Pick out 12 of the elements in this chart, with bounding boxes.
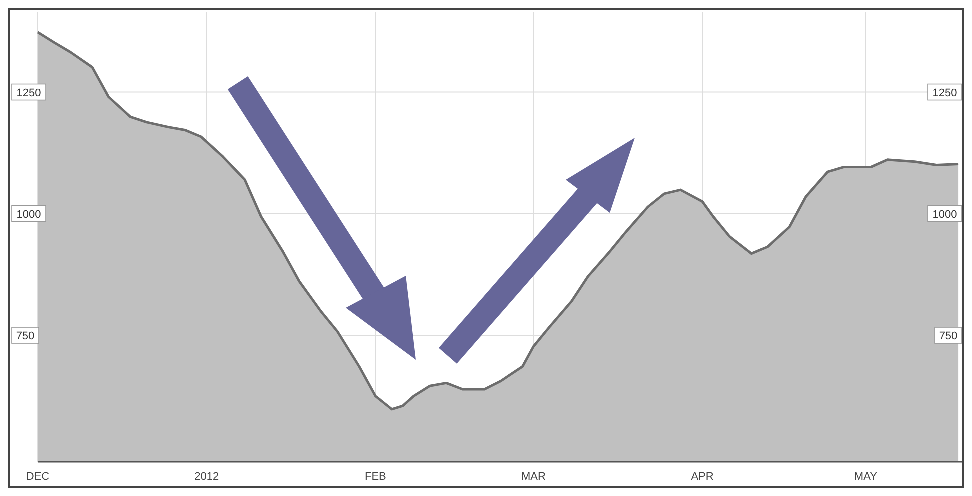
y-tick-label: 1000 — [16, 208, 42, 221]
x-tick-label: APR — [691, 471, 714, 483]
x-tick-label: DEC — [26, 471, 50, 483]
y-tick-label: 1250 — [16, 87, 42, 100]
x-tick-label: MAR — [521, 471, 546, 483]
x-tick-label: FEB — [365, 471, 386, 483]
y2-tick-label: 1000 — [932, 208, 958, 221]
y-tick-label: 750 — [16, 330, 35, 343]
x-tick-label: MAY — [854, 471, 878, 483]
y2-tick-label: 1250 — [932, 87, 958, 100]
x-tick-label: 2012 — [194, 471, 220, 483]
y2-tick-label: 750 — [939, 330, 958, 343]
